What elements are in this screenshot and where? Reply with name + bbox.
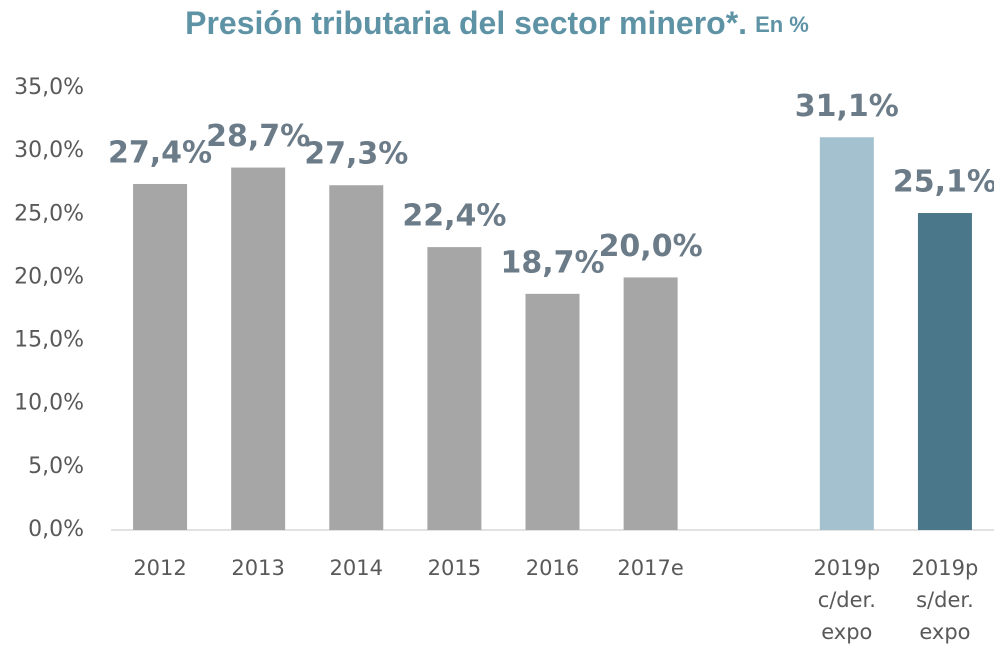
x-tick-label: 2014 (329, 556, 383, 580)
x-tick-label: 2019p s/der. expo (911, 556, 979, 644)
x-tick-label: 2012 (133, 556, 187, 580)
value-label: 28,7% (206, 119, 310, 154)
x-tick-label: 2019p c/der. expo (813, 556, 881, 644)
bar (329, 185, 384, 531)
bar (623, 277, 678, 530)
chart-title: Presión tributaria del sector minero*. (185, 5, 747, 41)
bar (231, 167, 286, 530)
y-tick-label: 5,0% (28, 454, 84, 479)
value-label: 27,4% (108, 135, 212, 170)
y-tick-label: 10,0% (14, 391, 84, 416)
y-tick-label: 20,0% (14, 264, 84, 289)
bar (917, 213, 972, 530)
bar (427, 247, 482, 530)
bar (525, 293, 580, 530)
x-tick-label: 2016 (525, 556, 580, 580)
x-tick-label: 2017e (617, 556, 684, 580)
y-tick-label: 0,0% (28, 517, 84, 542)
value-label: 18,7% (500, 245, 604, 280)
y-tick-label: 25,0% (14, 201, 84, 226)
y-tick-label: 15,0% (14, 328, 84, 353)
value-label: 27,3% (304, 137, 408, 172)
y-tick-label: 30,0% (14, 138, 84, 163)
value-label: 20,0% (599, 229, 703, 264)
bar (819, 137, 874, 530)
value-label: 22,4% (402, 199, 506, 234)
x-tick-label: 2013 (231, 556, 285, 580)
y-tick-label: 35,0% (14, 75, 84, 100)
bar (133, 183, 188, 530)
value-label: 31,1% (795, 89, 899, 124)
chart-title-group: Presión tributaria del sector minero*. En… (185, 5, 809, 41)
value-label: 25,1% (893, 165, 994, 200)
x-tick-label: 2015 (427, 556, 482, 580)
chart-subtitle: En % (755, 12, 809, 37)
